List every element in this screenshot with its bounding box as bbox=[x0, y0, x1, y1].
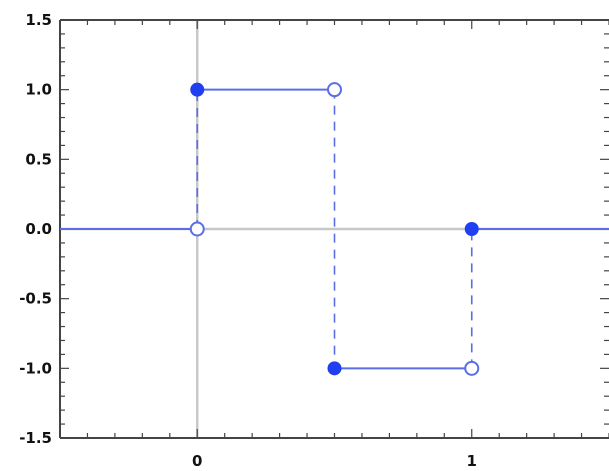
closed-point bbox=[327, 361, 342, 376]
open-point bbox=[464, 360, 480, 376]
labels-layer: 0 1 1.5 1.0 0.5 0.0 -0.5 -1.0 -1.5 bbox=[19, 11, 477, 470]
y-tick-label: -1.5 bbox=[19, 429, 52, 447]
open-point bbox=[189, 221, 205, 237]
y-tick-label: 0.5 bbox=[25, 150, 52, 168]
y-tick-label: -1.0 bbox=[19, 359, 52, 377]
y-tick-label: -0.5 bbox=[19, 290, 52, 308]
x-tick-label: 1 bbox=[467, 452, 477, 470]
x-tick-label: 0 bbox=[192, 452, 202, 470]
closed-point bbox=[190, 82, 205, 97]
open-point bbox=[327, 82, 342, 98]
series-layer bbox=[60, 88, 609, 370]
y-tick-label: 1.0 bbox=[25, 81, 52, 99]
y-tick-label: 0.0 bbox=[25, 220, 52, 238]
y-tick-label: 1.5 bbox=[25, 11, 52, 29]
points-layer bbox=[189, 82, 480, 376]
closed-point bbox=[464, 222, 479, 236]
ticks-layer bbox=[59, 19, 609, 439]
